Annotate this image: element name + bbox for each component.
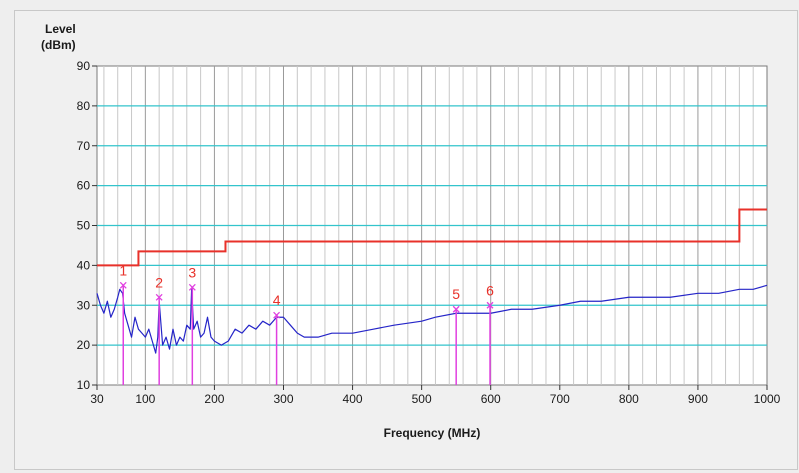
y-tick-label: 40 <box>77 258 91 272</box>
emission-chart: Level (dBm) 10 20 30 40 50 60 70 80 90 30 100 200 30… <box>41 22 781 440</box>
markers: 1 2 3 4 5 6 <box>119 262 494 385</box>
marker-6-point <box>486 301 494 309</box>
marker-1-label: 1 <box>119 262 127 278</box>
x-tick-label: 300 <box>273 392 293 406</box>
y-tick-label: 50 <box>77 219 91 233</box>
measured-trace <box>96 284 768 354</box>
x-tick-label: 800 <box>619 392 639 406</box>
chart-panel: Level (dBm) 10 20 30 40 50 60 70 80 90 30 100 200 30… <box>14 10 798 470</box>
marker-3-label: 3 <box>188 264 196 280</box>
marker-3-point <box>188 283 196 291</box>
marker-5-label: 5 <box>452 286 460 302</box>
x-tick-label: 1000 <box>754 392 781 406</box>
marker-5-point <box>452 305 460 313</box>
marker-4-label: 4 <box>273 292 281 308</box>
marker-4-point <box>273 311 281 319</box>
series <box>96 208 768 354</box>
x-tick-label: 30 <box>90 392 104 406</box>
marker-6-label: 6 <box>486 282 494 298</box>
limit-line <box>97 208 767 267</box>
marker-2-point <box>155 293 163 301</box>
x-tick-label: 600 <box>481 392 501 406</box>
x-tick-label: 700 <box>550 392 570 406</box>
marker-1-point <box>119 281 127 289</box>
y-tick-label: 20 <box>77 338 91 352</box>
x-tick-label: 900 <box>688 392 708 406</box>
y-axis-label-level: Level <box>45 22 76 36</box>
y-tick-label: 70 <box>77 139 91 153</box>
y-tick-label: 10 <box>77 378 91 392</box>
x-tick-label: 500 <box>412 392 432 406</box>
grid <box>97 66 767 385</box>
y-axis-label-unit: (dBm) <box>41 38 76 52</box>
y-tick-label: 90 <box>77 59 91 73</box>
marker-2-label: 2 <box>155 274 163 290</box>
x-axis-label: Frequency (MHz) <box>384 426 481 440</box>
y-tick-label: 80 <box>77 99 91 113</box>
x-tick-label: 200 <box>204 392 224 406</box>
y-tick-label: 30 <box>77 298 91 312</box>
y-tick-label: 60 <box>77 179 91 193</box>
x-tick-label: 100 <box>135 392 155 406</box>
axes: 10 20 30 40 50 60 70 80 90 30 100 200 300 400 500 600 70… <box>77 59 781 406</box>
x-tick-label: 400 <box>343 392 363 406</box>
